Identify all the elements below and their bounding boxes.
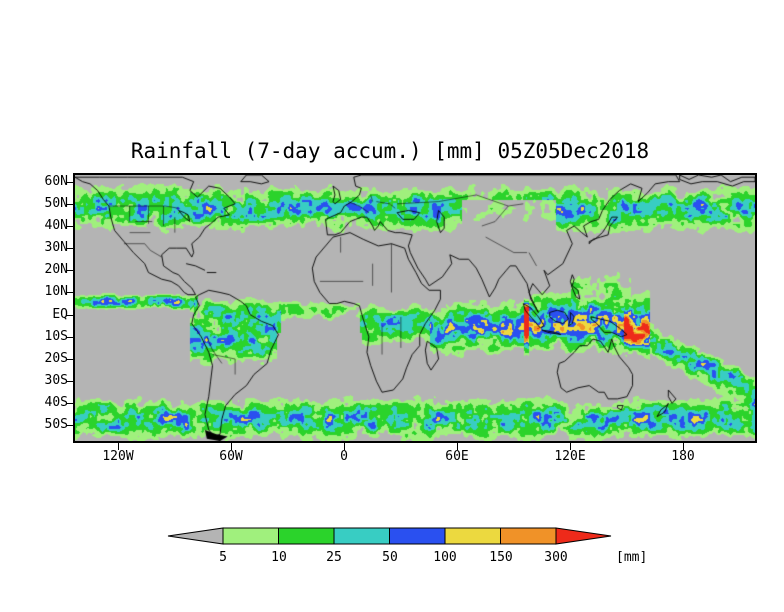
legend-threshold-label: 50	[382, 550, 398, 565]
legend-bin	[333, 527, 390, 545]
lat-tick-mark	[66, 204, 74, 205]
lat-tick-mark	[66, 337, 74, 338]
legend-bin	[222, 527, 279, 545]
legend-threshold-label: 5	[219, 550, 227, 565]
legend-below-arrow	[167, 527, 224, 545]
rainfall-map-canvas	[75, 175, 755, 441]
lon-tick-label: 0	[340, 449, 348, 464]
lon-tick-label: 120W	[102, 449, 134, 464]
legend-threshold-label: 10	[271, 550, 287, 565]
lat-tick-label: 50N	[44, 196, 68, 211]
legend-threshold-label: 100	[433, 550, 457, 565]
lat-tick-label: 10S	[44, 329, 68, 344]
lon-tick-label: 120E	[554, 449, 586, 464]
lat-tick-mark	[66, 182, 74, 183]
lat-tick-mark	[66, 315, 74, 316]
lat-tick-mark	[66, 292, 74, 293]
lat-tick-mark	[66, 359, 74, 360]
lon-tick-mark	[231, 443, 232, 450]
lat-tick-label: 20S	[44, 351, 68, 366]
lat-tick-label: EQ	[52, 307, 68, 322]
lon-tick-mark	[344, 443, 345, 450]
map-plot-area	[73, 173, 757, 443]
lat-tick-mark	[66, 226, 74, 227]
lat-tick-label: 40N	[44, 218, 68, 233]
lon-tick-mark	[570, 443, 571, 450]
legend-threshold-label: 300	[544, 550, 568, 565]
lat-tick-mark	[66, 248, 74, 249]
lat-tick-label: 60N	[44, 174, 68, 189]
lon-tick-label: 60E	[445, 449, 469, 464]
lon-tick-mark	[683, 443, 684, 450]
lat-tick-label: 40S	[44, 395, 68, 410]
legend-bin	[500, 527, 557, 545]
legend-bin	[389, 527, 446, 545]
legend-unit-label: [mm]	[616, 550, 648, 565]
legend-bin	[444, 527, 501, 545]
lon-tick-label: 60W	[219, 449, 243, 464]
lon-tick-mark	[118, 443, 119, 450]
colorbar-legend	[167, 527, 612, 545]
lat-tick-label: 50S	[44, 417, 68, 432]
lat-tick-mark	[66, 270, 74, 271]
lat-tick-label: 30N	[44, 240, 68, 255]
lon-tick-label: 180	[671, 449, 695, 464]
legend-threshold-label: 150	[489, 550, 513, 565]
lat-tick-mark	[66, 381, 74, 382]
map-title: Rainfall (7-day accum.) [mm] 05Z05Dec201…	[130, 139, 650, 163]
lat-tick-mark	[66, 403, 74, 404]
lat-tick-label: 10N	[44, 284, 68, 299]
lat-tick-mark	[66, 425, 74, 426]
lat-tick-label: 30S	[44, 373, 68, 388]
lon-tick-mark	[457, 443, 458, 450]
legend-bin	[278, 527, 335, 545]
legend-threshold-label: 25	[326, 550, 342, 565]
lat-tick-label: 20N	[44, 262, 68, 277]
legend-above-arrow	[555, 527, 612, 545]
